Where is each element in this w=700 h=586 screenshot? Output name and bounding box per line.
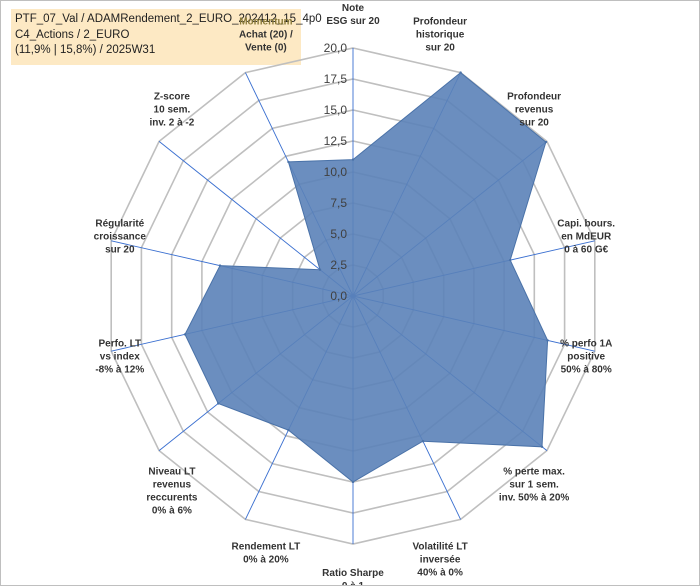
axis-label: Profondeur [507,92,561,103]
tick-label: 7,5 [330,196,347,210]
axis-label: reccurents [146,492,198,503]
data-point-8 [287,428,290,432]
axis-label: inversée [420,554,461,565]
title-line-stats: (11,9% | 15,8%) / 2025W31 [15,44,156,56]
tick-label: 10,0 [324,165,348,179]
axis-label: 0 à 60 G€ [564,244,608,255]
data-point-7 [351,480,355,484]
tick-label: 17,5 [324,72,348,86]
tick-label: 12,5 [324,134,348,148]
data-point-4 [546,339,549,342]
data-point-0 [351,158,355,161]
data-point-13 [287,160,290,164]
axis-label: ESG sur 20 [326,16,380,27]
axis-label: Rendement LT [232,541,301,552]
radar-series [183,71,549,484]
axis-label: Z-score [154,92,191,103]
data-point-3 [509,258,512,262]
data-point-1 [459,71,462,74]
axis-label: historique [416,30,465,41]
axis-label: Régularité [95,218,144,229]
axis-label: Volatilité LT [413,541,468,552]
axis-label: Capi. bours. [557,218,615,229]
axis-label: Profondeur [413,17,467,28]
tick-label: 0,0 [330,289,347,303]
title-line-category: C4_Actions / 2_EURO [15,28,130,41]
axis-label: -8% à 12% [95,365,144,376]
axis-label: 10 sem. [154,105,191,116]
axis-label: en MdEUR [561,231,612,242]
tick-label: 15,0 [324,103,348,117]
axis-label: % perte max. [503,466,565,477]
data-point-9 [217,402,220,405]
axis-label: 0 à 1 [342,581,365,585]
data-point-6 [421,440,425,443]
axis-label: sur 20 [425,43,455,54]
axis-label: Achat (20) / [239,30,293,41]
data-point-10 [183,333,187,336]
axis-label: Niveau LT [148,466,195,477]
tick-label: 5,0 [330,227,347,241]
axis-label: 0% à 20% [243,554,289,565]
axis-label: Ratio Sharpe [322,568,384,579]
axis-label: sur 1 sem. [509,479,559,490]
radar-tick-labels: 0,0 2,5 5,0 7,5 10,0 12,5 15,0 17,5 20,0 [324,41,348,303]
axis-label: Note [342,3,365,14]
axis-label: 50% à 80% [561,365,612,376]
axis-label: revenus [153,479,192,490]
axis-label: croissance [94,231,147,242]
axis-label: revenus [515,105,554,116]
axis-label: 0% à 6% [152,505,192,516]
chart-title-box: PTF_07_Val / ADAMRendement_2_EURO_202412… [11,9,322,65]
radar-axis-labels: Note ESG sur 20 Profondeur historique sur 20… [94,3,616,585]
data-point-11 [218,264,222,267]
axis-label: Perfo. LT [99,339,142,350]
series-area-0 [184,71,549,483]
axis-label: sur 20 [519,118,549,129]
data-point-12 [318,268,322,271]
axis-label: positive [567,352,605,363]
axis-label: % perfo 1A [560,339,612,350]
axis-label: inv. 50% à 20% [499,492,570,503]
data-point-5 [540,445,544,448]
axis-label: 40% à 0% [417,567,463,578]
title-line-portfolio: PTF_07_Val / ADAMRendement_2_EURO_202412… [15,13,322,25]
axis-label: Vente (0) [245,43,287,54]
axis-label: sur 20 [105,244,135,255]
tick-label: 20,0 [324,41,348,55]
axis-label: inv. 2 à -2 [149,118,194,129]
data-point-2 [544,140,548,144]
axis-label: Momentum [239,17,292,28]
axis-label: vs index [100,352,140,363]
tick-label: 2,5 [330,258,347,272]
